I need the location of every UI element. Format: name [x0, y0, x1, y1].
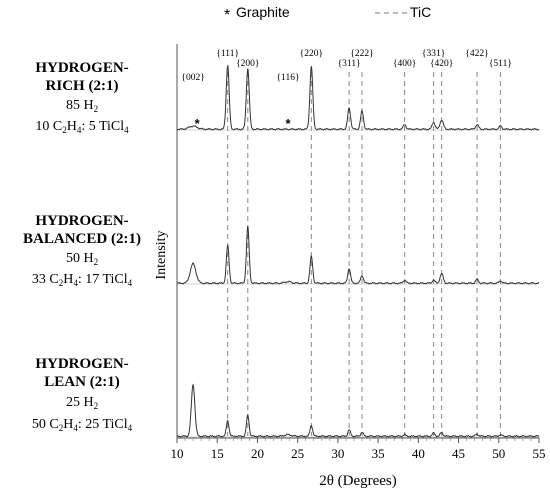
series-trace-2	[176, 383, 540, 438]
x-tick-label-45: 45	[452, 446, 465, 461]
sample-h2-flow: 85 H2	[66, 98, 98, 114]
series-trace-0	[176, 64, 540, 131]
graphite-legend-marker: *	[224, 7, 230, 24]
hkl-label-tic: {220}	[300, 49, 323, 59]
graphite-star-marker: *	[195, 116, 201, 131]
sample-title-line1: HYDROGEN-	[35, 60, 128, 76]
legend: * Graphite TiC	[224, 4, 431, 24]
y-axis-label: Intensity	[154, 231, 169, 280]
graphite-legend-label: Graphite	[236, 4, 290, 20]
hkl-label-tic: {420}	[430, 59, 453, 69]
x-tick-label-15: 15	[211, 446, 224, 461]
series-trace-1	[176, 226, 540, 285]
x-tick-label-10: 10	[171, 446, 184, 461]
sample-label-lean: HYDROGEN- LEAN (2:1) 25 H2 50 C2H4: 25 T…	[32, 356, 133, 433]
hkl-label-tic: {222}	[350, 49, 373, 59]
sample-precursor-ratio: 10 C2H4: 5 TiCl4	[35, 119, 129, 135]
sample-precursor-ratio: 33 C2H4: 17 TiCl4	[32, 272, 133, 288]
hkl-label-tic: {311}	[338, 59, 361, 69]
x-ticks: 10 15 20 25 30 35 40 45 50 55	[171, 438, 546, 461]
x-tick-label-20: 20	[251, 446, 264, 461]
sample-h2-flow: 25 H2	[66, 395, 98, 411]
graphite-markers: * *	[195, 116, 292, 131]
hkl-label-tic: {111}	[216, 49, 239, 59]
x-tick-label-40: 40	[412, 446, 425, 461]
tic-reference-lines	[227, 72, 501, 436]
traces	[176, 64, 540, 438]
x-tick-label-35: 35	[372, 446, 385, 461]
sample-precursor-ratio: 50 C2H4: 25 TiCl4	[32, 417, 133, 433]
tic-legend-label: TiC	[410, 4, 431, 20]
sample-label-rich: HYDROGEN- RICH (2:1) 85 H2 10 C2H4: 5 Ti…	[35, 60, 129, 135]
sample-title-line2: BALANCED (2:1)	[23, 231, 141, 247]
sample-title-line2: LEAN (2:1)	[44, 374, 119, 390]
sample-title-line1: HYDROGEN-	[35, 213, 128, 229]
x-tick-label-50: 50	[492, 446, 505, 461]
hkl-label-tic: {331}	[422, 49, 445, 59]
hkl-labels: {111}{200} {220} {311}{222} {400} {331}{420}…	[181, 49, 512, 83]
graphite-star-marker: *	[285, 116, 291, 131]
x-tick-label-25: 25	[291, 446, 304, 461]
sample-label-balanced: HYDROGEN- BALANCED (2:1) 50 H2 33 C2H4: …	[23, 213, 141, 288]
sample-h2-flow: 50 H2	[66, 251, 98, 267]
hkl-label-graphite: {002}	[181, 73, 204, 83]
x-tick-label-30: 30	[331, 446, 344, 461]
hkl-label-tic: {200}	[236, 59, 259, 69]
sample-title-line1: HYDROGEN-	[35, 356, 128, 372]
x-axis-label: 2θ (Degrees)	[319, 473, 397, 489]
x-tick-label-55: 55	[533, 446, 546, 461]
hkl-label-tic: {511}	[489, 59, 512, 69]
sample-title-line2: RICH (2:1)	[46, 78, 119, 94]
hkl-label-graphite: {116}	[276, 73, 299, 83]
hkl-label-tic: {422}	[465, 49, 488, 59]
hkl-label-tic: {400}	[393, 59, 416, 69]
